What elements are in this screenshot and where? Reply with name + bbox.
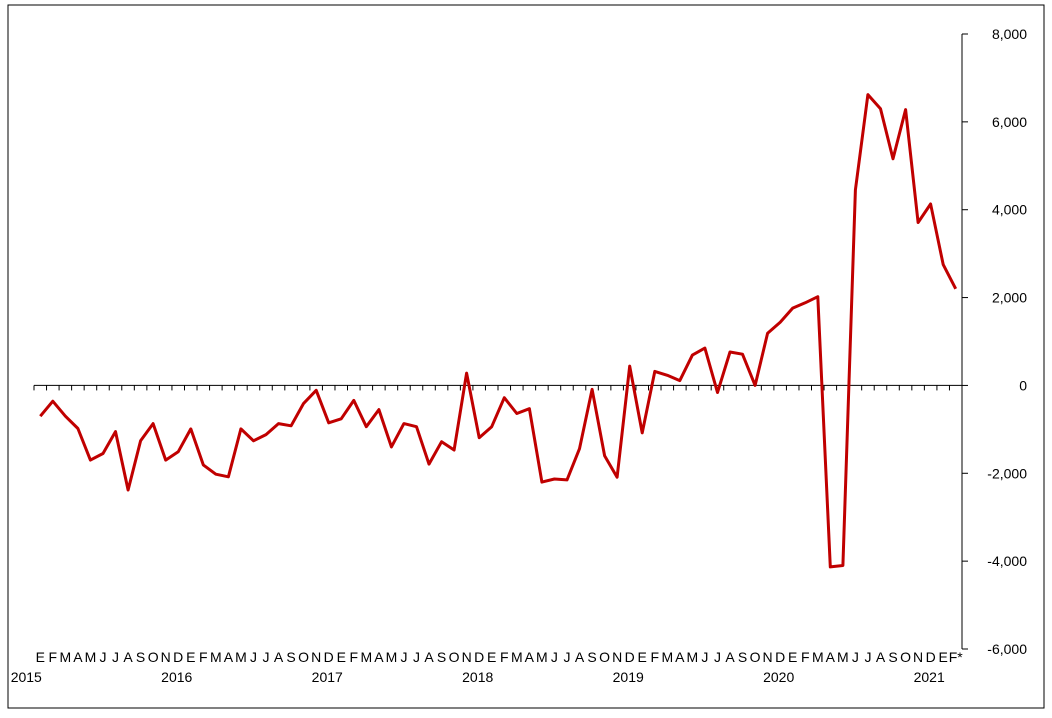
x-tick-label: A [73, 649, 83, 665]
x-tick-label: M [60, 649, 72, 665]
y-tick-label: 0 [1019, 377, 1027, 393]
x-tick-label: J [400, 649, 407, 665]
x-tick-label: M [235, 649, 247, 665]
x-tick-label: M [536, 649, 548, 665]
y-tick-label: -6,000 [987, 641, 1027, 657]
x-tick-label: E [487, 649, 496, 665]
x-tick-label: J [413, 649, 420, 665]
x-tick-label: S [587, 649, 596, 665]
year-label: 2020 [763, 669, 794, 685]
x-tick-label: A [826, 649, 836, 665]
x-tick-label: O [750, 649, 761, 665]
x-tick-label: E [337, 649, 346, 665]
x-tick-label: F [801, 649, 810, 665]
x-tick-label: J [99, 649, 106, 665]
year-label: 2017 [312, 669, 343, 685]
x-tick-label: D [173, 649, 183, 665]
x-tick-label: N [612, 649, 622, 665]
y-tick-label: 4,000 [992, 202, 1027, 218]
x-tick-label: N [763, 649, 773, 665]
x-tick-label: M [687, 649, 699, 665]
x-tick-label: M [85, 649, 97, 665]
y-tick-label: -4,000 [987, 553, 1027, 569]
x-tick-label: J [714, 649, 721, 665]
x-tick-label: A [876, 649, 886, 665]
x-tick-label: S [888, 649, 897, 665]
x-tick-label: O [148, 649, 159, 665]
year-label: 2021 [914, 669, 945, 685]
year-label: 2015 [11, 669, 42, 685]
x-tick-label: F [199, 649, 208, 665]
x-tick-label: A [424, 649, 434, 665]
x-tick-label: M [511, 649, 523, 665]
x-tick-label: J [701, 649, 708, 665]
x-tick-label: O [900, 649, 911, 665]
x-tick-label: S [437, 649, 446, 665]
x-tick-label: J [864, 649, 871, 665]
x-tick-label: A [675, 649, 685, 665]
x-tick-label: D [926, 649, 936, 665]
x-tick-label: A [374, 649, 384, 665]
x-tick-label: J [852, 649, 859, 665]
x-tick-label: F* [949, 649, 964, 665]
x-tick-label: F [500, 649, 509, 665]
x-tick-label: J [563, 649, 570, 665]
x-tick-label: F [350, 649, 359, 665]
x-tick-label: M [210, 649, 222, 665]
x-tick-label: A [224, 649, 234, 665]
y-tick-label: 8,000 [992, 26, 1027, 42]
x-tick-label: A [123, 649, 133, 665]
x-tick-label: J [263, 649, 270, 665]
x-tick-label: E [638, 649, 647, 665]
x-tick-label: M [661, 649, 673, 665]
x-tick-label: N [462, 649, 472, 665]
x-tick-label: F [650, 649, 659, 665]
x-tick-label: D [324, 649, 334, 665]
x-tick-label: S [286, 649, 295, 665]
data-line [39, 93, 958, 569]
y-tick-label: 2,000 [992, 290, 1027, 306]
year-label: 2018 [462, 669, 493, 685]
x-tick-label: E [36, 649, 45, 665]
y-tick-label: -2,000 [987, 465, 1027, 481]
x-tick-label: M [386, 649, 398, 665]
x-tick-label: J [112, 649, 119, 665]
x-tick-label: D [474, 649, 484, 665]
x-tick-label: J [551, 649, 558, 665]
year-label: 2019 [613, 669, 644, 685]
y-tick-label: 6,000 [992, 114, 1027, 130]
x-tick-label: O [449, 649, 460, 665]
x-tick-label: D [775, 649, 785, 665]
x-tick-label: D [625, 649, 635, 665]
x-tick-label: N [161, 649, 171, 665]
year-label: 2016 [161, 669, 192, 685]
x-tick-label: E [788, 649, 797, 665]
x-tick-label: M [360, 649, 372, 665]
x-tick-label: A [525, 649, 535, 665]
x-tick-label: E [186, 649, 195, 665]
x-tick-label: O [599, 649, 610, 665]
x-tick-label: N [913, 649, 923, 665]
x-tick-label: F [49, 649, 58, 665]
x-tick-label: A [274, 649, 284, 665]
x-tick-label: M [837, 649, 849, 665]
x-tick-label: A [575, 649, 585, 665]
x-tick-label: S [136, 649, 145, 665]
x-tick-label: E [939, 649, 948, 665]
x-tick-label: N [311, 649, 321, 665]
x-tick-label: O [298, 649, 309, 665]
chart-frame [7, 4, 1045, 709]
x-tick-label: M [812, 649, 824, 665]
x-tick-label: J [250, 649, 257, 665]
x-tick-label: A [725, 649, 735, 665]
x-tick-label: S [738, 649, 747, 665]
